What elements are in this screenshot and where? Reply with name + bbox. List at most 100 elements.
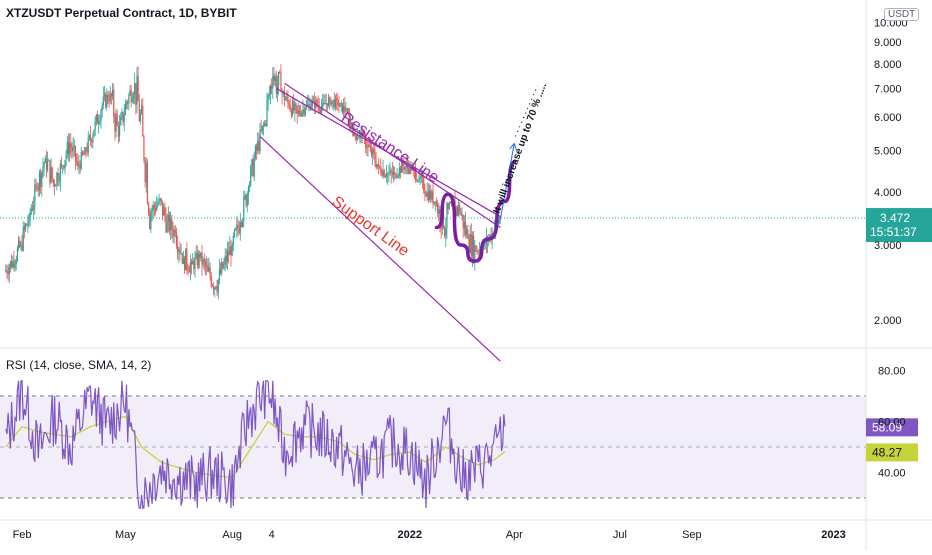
candle-body xyxy=(476,251,478,253)
candle-body xyxy=(134,83,136,95)
candle-body xyxy=(349,122,352,126)
candle-body xyxy=(339,103,341,107)
candle-body xyxy=(177,246,179,253)
candle-body xyxy=(178,249,180,253)
candle-body xyxy=(107,94,109,101)
candle-body xyxy=(258,140,260,152)
candle-body xyxy=(483,245,485,246)
candle-body xyxy=(455,207,457,216)
candle-body xyxy=(50,167,52,183)
candle-body xyxy=(253,158,255,177)
candle-body xyxy=(300,113,302,117)
candle-body xyxy=(85,146,87,151)
candle-body xyxy=(245,195,247,206)
candle-body xyxy=(79,164,81,169)
candle-body xyxy=(308,104,310,105)
candle-body xyxy=(200,252,202,258)
candle-body xyxy=(398,167,400,176)
candle-body xyxy=(152,205,154,211)
candle-body xyxy=(460,211,462,216)
candle-body xyxy=(297,110,299,114)
candle-body xyxy=(242,221,244,228)
candle-body xyxy=(254,146,256,159)
candle-body xyxy=(287,96,289,103)
candle-body xyxy=(274,75,276,82)
candle-body xyxy=(333,99,335,108)
candle-body xyxy=(7,273,9,275)
candle-body xyxy=(395,174,397,179)
candle-body xyxy=(463,222,465,229)
candle-body xyxy=(147,203,150,213)
candle-body xyxy=(211,285,214,287)
candle-body xyxy=(396,177,398,179)
candle-body xyxy=(168,214,171,231)
candle-body xyxy=(28,216,30,223)
candle-body xyxy=(101,105,103,112)
candle-body xyxy=(62,165,64,167)
candle-body xyxy=(448,202,450,210)
candle-body xyxy=(327,98,330,106)
candle-body xyxy=(216,286,218,293)
candle-body xyxy=(341,103,344,113)
candle-body xyxy=(183,257,186,271)
candle-body xyxy=(431,191,433,200)
candle-body xyxy=(381,172,383,176)
candle-body xyxy=(426,191,428,197)
candle-body xyxy=(5,270,7,272)
candle-body xyxy=(103,94,106,97)
candle-body xyxy=(449,201,452,203)
candle-body xyxy=(444,227,446,237)
candle-body xyxy=(246,194,248,206)
candle-body xyxy=(20,245,22,247)
candle-body xyxy=(19,240,21,247)
candle-body xyxy=(338,105,340,107)
candle-body xyxy=(136,76,138,105)
candle-body xyxy=(171,218,173,230)
candle-body xyxy=(185,248,187,271)
candle-body xyxy=(81,151,84,155)
candle-body xyxy=(105,94,107,108)
candle-body xyxy=(192,260,194,265)
candle-body xyxy=(289,105,291,111)
candle-body xyxy=(318,106,320,111)
candle-body xyxy=(204,262,207,267)
current-price-label: 3.472 xyxy=(880,211,910,225)
candle-body xyxy=(41,171,43,188)
candle-body xyxy=(9,261,12,268)
candle-body xyxy=(65,154,67,161)
candle-body xyxy=(51,167,53,180)
candle-body xyxy=(66,141,68,155)
candle-body xyxy=(269,85,272,95)
candle-body xyxy=(382,170,384,176)
candle-body xyxy=(498,219,500,224)
candle-body xyxy=(358,137,360,139)
candle-body xyxy=(201,252,203,265)
candle-body xyxy=(244,195,246,197)
candle-body xyxy=(170,218,172,231)
candle-body xyxy=(37,187,39,191)
candle-body xyxy=(233,229,236,236)
currency-unit-badge[interactable]: USDT xyxy=(884,8,920,21)
candle-body xyxy=(35,184,37,186)
price-tick-label: 6.000 xyxy=(874,112,902,124)
candle-body xyxy=(23,226,25,230)
candle-body xyxy=(36,185,38,188)
rsi-indicator-label[interactable]: RSI (14, close, SMA, 14, 2) xyxy=(6,358,152,372)
arrow-head xyxy=(509,143,517,151)
candle-body xyxy=(96,114,99,124)
candle-body xyxy=(151,210,153,212)
candle-body xyxy=(59,163,61,182)
candle-body xyxy=(44,158,46,163)
candle-body xyxy=(401,162,403,173)
candle-body xyxy=(271,85,273,89)
candle-body xyxy=(87,137,89,153)
candle-body xyxy=(203,259,205,263)
candle-body xyxy=(438,209,440,214)
candle-body xyxy=(73,146,75,147)
candle-body xyxy=(77,161,79,167)
candle-body xyxy=(273,75,275,82)
candle-body xyxy=(293,101,295,111)
price-tick-label: 4.000 xyxy=(874,187,902,199)
